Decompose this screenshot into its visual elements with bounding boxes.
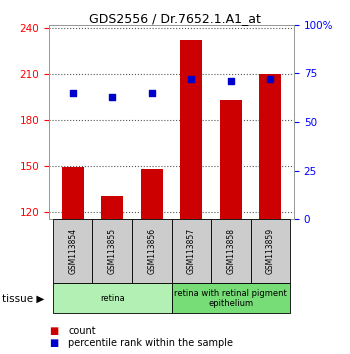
- Text: count: count: [68, 326, 96, 336]
- Bar: [92, 219, 132, 283]
- Bar: [220, 100, 242, 219]
- Point: [70, 90, 76, 96]
- Text: GDS2556 / Dr.7652.1.A1_at: GDS2556 / Dr.7652.1.A1_at: [89, 12, 261, 25]
- Bar: [211, 219, 251, 283]
- Bar: [62, 167, 84, 219]
- Text: percentile rank within the sample: percentile rank within the sample: [68, 338, 233, 348]
- Text: retina with retinal pigment
epithelium: retina with retinal pigment epithelium: [174, 289, 287, 308]
- Point: [188, 76, 194, 82]
- Text: GSM113859: GSM113859: [266, 228, 275, 274]
- Point: [149, 90, 155, 96]
- Point: [228, 78, 233, 84]
- Text: GSM113856: GSM113856: [147, 228, 156, 274]
- Text: tissue ▶: tissue ▶: [2, 293, 44, 303]
- Bar: [132, 219, 172, 283]
- Text: ■: ■: [49, 326, 58, 336]
- Bar: [259, 74, 281, 219]
- Bar: [172, 219, 211, 283]
- Bar: [180, 40, 202, 219]
- Text: retina: retina: [100, 294, 125, 303]
- Bar: [141, 169, 163, 219]
- Bar: [53, 283, 172, 313]
- Text: ■: ■: [49, 338, 58, 348]
- Bar: [53, 219, 92, 283]
- Point: [110, 94, 115, 99]
- Bar: [172, 283, 290, 313]
- Text: GSM113855: GSM113855: [108, 228, 117, 274]
- Text: GSM113858: GSM113858: [226, 228, 235, 274]
- Text: GSM113857: GSM113857: [187, 228, 196, 274]
- Bar: [251, 219, 290, 283]
- Bar: [102, 196, 123, 219]
- Text: GSM113854: GSM113854: [68, 228, 77, 274]
- Point: [267, 76, 273, 82]
